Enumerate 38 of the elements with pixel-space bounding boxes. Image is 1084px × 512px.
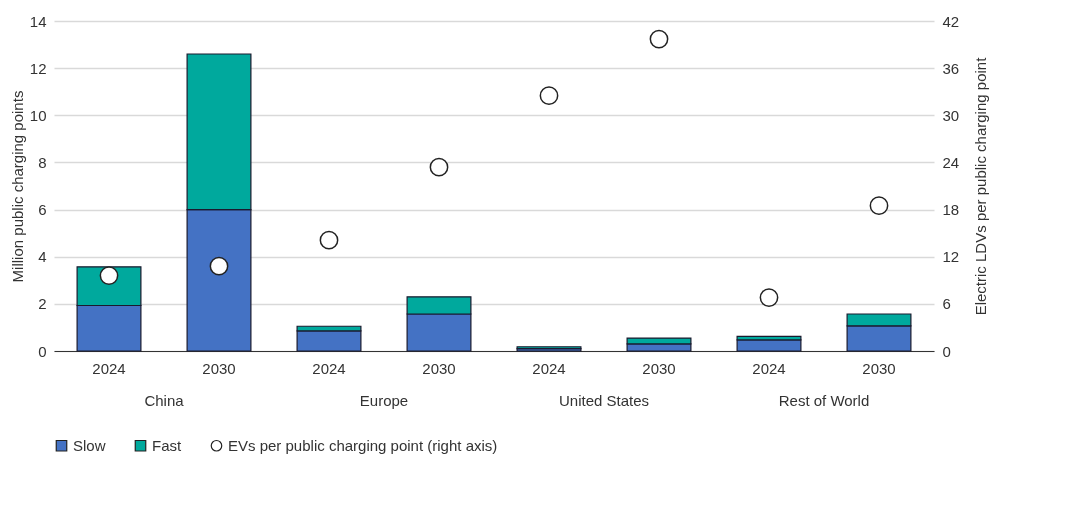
bar <box>296 330 362 352</box>
y2-tick-label: 30 <box>942 106 960 124</box>
x-tick-label: 2030 <box>642 359 676 377</box>
legend-label: Fast <box>152 436 182 454</box>
y2-tick-label: 36 <box>942 59 960 77</box>
text: Europe <box>359 392 409 409</box>
y-tick-label: 6 <box>38 201 47 219</box>
y-tick-label: 4 <box>38 248 47 266</box>
x-tick-label: 2024 <box>92 359 126 377</box>
y2-tick-label: 42 <box>942 12 960 30</box>
legend-label: EVs per public charging point (right axis) <box>228 436 498 454</box>
x-tick-label: 2030 <box>422 359 456 377</box>
text: China <box>144 392 185 409</box>
y-axis-title: Million public charging points <box>8 90 26 283</box>
y-tick-label: 12 <box>29 59 47 77</box>
y2-tick-label: 18 <box>942 201 960 219</box>
y-tick-label: 10 <box>29 106 47 124</box>
y-tick-label: 14 <box>29 12 47 30</box>
x-tick-label: 2024 <box>312 359 346 377</box>
x-tick-label: 2030 <box>862 359 896 377</box>
bar <box>736 339 802 352</box>
x-tick-label: 2030 <box>202 359 236 377</box>
y2-tick-label: 0 <box>942 342 951 360</box>
y-tick-label: 2 <box>38 295 47 313</box>
point <box>99 266 119 285</box>
y2-tick-label: 12 <box>942 248 960 266</box>
x-tick-label: 2024 <box>532 359 566 377</box>
text: Rest of World <box>778 392 870 409</box>
text: United States <box>558 392 650 409</box>
y-tick-label: 8 <box>38 153 47 171</box>
x-tick-label: 2024 <box>752 359 786 377</box>
point <box>209 256 229 276</box>
legend-label: Slow <box>73 436 106 454</box>
y2-tick-label: 24 <box>942 153 960 171</box>
point <box>429 157 449 177</box>
y-tick-label: 0 <box>38 342 47 360</box>
y2-tick-label: 6 <box>942 295 951 313</box>
y2-axis-title: Electric LDVs per public charging point <box>972 56 990 316</box>
